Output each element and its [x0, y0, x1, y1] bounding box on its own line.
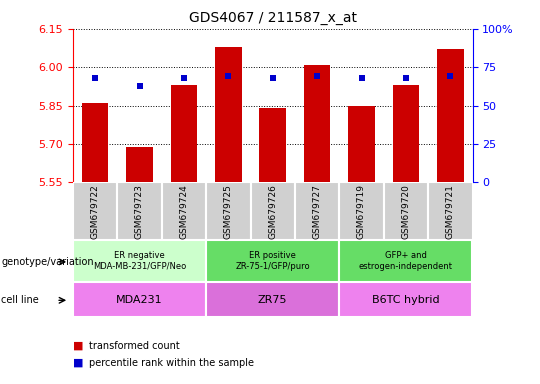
Text: genotype/variation: genotype/variation	[1, 257, 94, 267]
Text: B6TC hybrid: B6TC hybrid	[372, 295, 440, 305]
Bar	[251, 182, 295, 240]
Text: ■: ■	[73, 358, 83, 368]
Bar	[428, 182, 472, 240]
Text: GSM679725: GSM679725	[224, 184, 233, 238]
Title: GDS4067 / 211587_x_at: GDS4067 / 211587_x_at	[188, 11, 357, 25]
Bar	[82, 103, 109, 182]
Bar	[117, 182, 161, 240]
Bar	[295, 182, 339, 240]
Text: GSM679726: GSM679726	[268, 184, 277, 238]
Bar	[339, 182, 384, 240]
Text: ■: ■	[73, 341, 83, 351]
Text: MDA231: MDA231	[116, 295, 163, 305]
Text: GSM679724: GSM679724	[179, 184, 188, 238]
Text: GSM679722: GSM679722	[91, 184, 99, 238]
Bar	[171, 85, 197, 182]
Text: GFP+ and
estrogen-independent: GFP+ and estrogen-independent	[359, 252, 453, 271]
Text: GSM679727: GSM679727	[313, 184, 322, 238]
Text: ZR75: ZR75	[258, 295, 287, 305]
Bar	[73, 182, 117, 240]
Text: transformed count: transformed count	[89, 341, 180, 351]
Bar	[384, 182, 428, 240]
Text: percentile rank within the sample: percentile rank within the sample	[89, 358, 254, 368]
Bar	[73, 282, 206, 317]
Text: GSM679723: GSM679723	[135, 184, 144, 238]
Bar	[161, 182, 206, 240]
Bar	[393, 85, 419, 182]
Bar	[259, 108, 286, 182]
Bar	[304, 65, 330, 182]
Bar	[206, 282, 339, 317]
Text: GSM679719: GSM679719	[357, 184, 366, 239]
Bar	[437, 49, 464, 182]
Bar	[73, 240, 206, 282]
Bar	[339, 282, 472, 317]
Bar	[206, 182, 251, 240]
Text: GSM679720: GSM679720	[401, 184, 410, 238]
Bar	[206, 240, 339, 282]
Bar	[126, 147, 153, 182]
Text: ER negative
MDA-MB-231/GFP/Neo: ER negative MDA-MB-231/GFP/Neo	[93, 252, 186, 271]
Text: GSM679721: GSM679721	[446, 184, 455, 238]
Text: cell line: cell line	[1, 295, 39, 305]
Bar	[215, 47, 241, 182]
Text: ER positive
ZR-75-1/GFP/puro: ER positive ZR-75-1/GFP/puro	[235, 252, 310, 271]
Bar	[339, 240, 472, 282]
Bar	[348, 106, 375, 182]
